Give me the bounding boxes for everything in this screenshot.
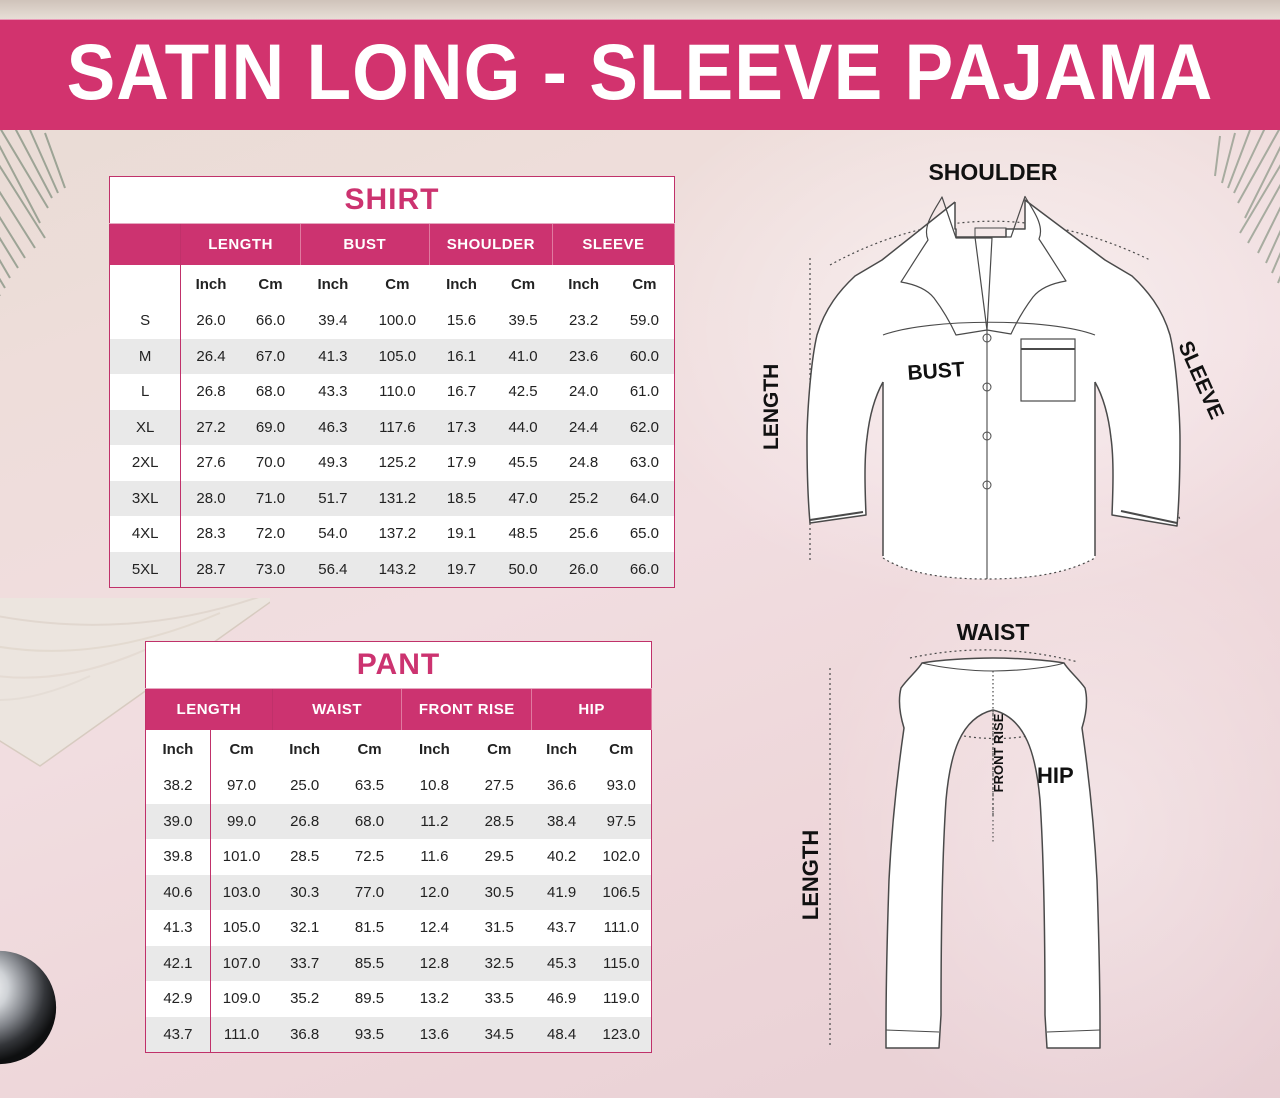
svg-text:LENGTH: LENGTH bbox=[798, 830, 823, 920]
svg-text:WAIST: WAIST bbox=[957, 619, 1030, 645]
svg-text:SHOULDER: SHOULDER bbox=[928, 159, 1057, 185]
svg-text:LENGTH: LENGTH bbox=[760, 364, 783, 450]
svg-text:BUST: BUST bbox=[907, 358, 966, 385]
svg-text:FRONT RISE: FRONT RISE bbox=[991, 713, 1006, 792]
svg-text:HIP: HIP bbox=[1037, 763, 1074, 788]
